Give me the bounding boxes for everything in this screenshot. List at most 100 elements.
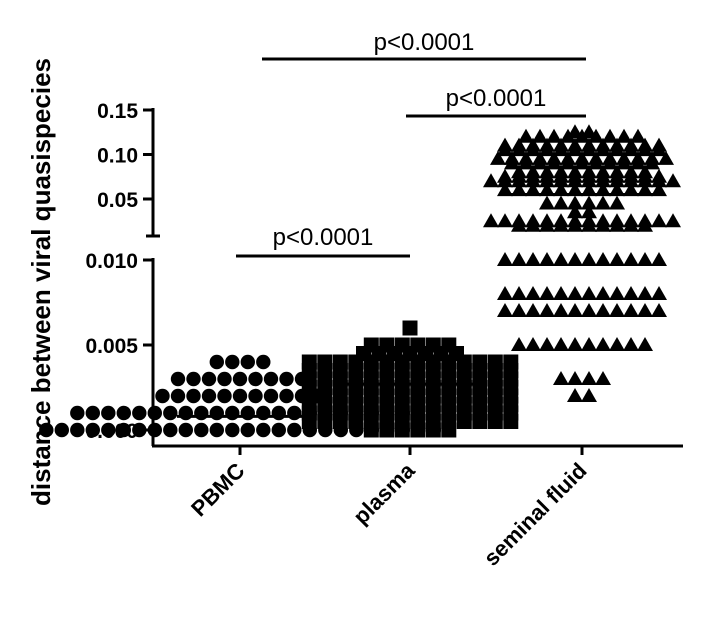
seminal-fluid-point bbox=[539, 286, 555, 300]
seminal-fluid-point bbox=[567, 252, 583, 266]
pbmc-point bbox=[147, 405, 162, 421]
seminal-fluid-point bbox=[609, 142, 625, 157]
pbmc-point bbox=[209, 354, 224, 370]
seminal-fluid-point bbox=[553, 142, 569, 157]
pbmc-point bbox=[201, 371, 217, 387]
seminal-fluid-point bbox=[553, 182, 569, 197]
pbmc-point bbox=[116, 405, 131, 421]
plasma-point bbox=[379, 422, 395, 438]
seminal-fluid-point bbox=[602, 128, 618, 143]
seminal-fluid-point bbox=[623, 337, 639, 351]
seminal-fluid-point bbox=[623, 142, 639, 157]
seminal-fluid-point bbox=[595, 195, 611, 210]
seminal-fluid-point bbox=[539, 195, 555, 210]
y-tick-label: 0.010 bbox=[85, 250, 138, 273]
seminal-fluid-point bbox=[588, 128, 604, 143]
plasma-point bbox=[394, 422, 410, 438]
seminal-fluid-point bbox=[525, 252, 541, 266]
seminal-fluid-point bbox=[553, 303, 569, 317]
seminal-fluid-point bbox=[490, 150, 506, 165]
plasma-point bbox=[317, 414, 333, 429]
seminal-fluid-point bbox=[525, 142, 541, 157]
pbmc-point bbox=[155, 388, 170, 404]
seminal-fluid-point bbox=[651, 213, 667, 228]
seminal-fluid-point bbox=[546, 128, 562, 143]
pbmc-point bbox=[232, 388, 248, 404]
seminal-fluid-point bbox=[658, 150, 674, 165]
seminal-fluid-point bbox=[497, 182, 513, 197]
seminal-fluid-point bbox=[532, 128, 548, 143]
plasma-point bbox=[503, 414, 519, 429]
seminal-fluid-point bbox=[609, 195, 625, 210]
pbmc-point bbox=[248, 388, 263, 404]
seminal-fluid-point bbox=[595, 217, 611, 232]
plasma-point bbox=[402, 320, 418, 336]
pbmc-point bbox=[70, 422, 85, 438]
pbmc-point bbox=[201, 388, 217, 404]
x-tick-label: plasma bbox=[348, 457, 420, 529]
pbmc-point bbox=[116, 422, 131, 438]
pbmc-point bbox=[186, 371, 201, 387]
pbmc-point bbox=[70, 405, 85, 421]
plasma-point bbox=[363, 422, 379, 438]
seminal-fluid-point bbox=[595, 286, 611, 300]
seminal-fluid-point bbox=[497, 142, 513, 157]
seminal-fluid-point bbox=[567, 286, 583, 300]
p-value-label: p<0.0001 bbox=[374, 29, 475, 56]
seminal-fluid-point bbox=[595, 182, 611, 197]
p-value-label: p<0.0001 bbox=[446, 85, 547, 112]
pbmc-point bbox=[240, 422, 255, 438]
x-tick-label: PBMC bbox=[186, 458, 250, 522]
seminal-fluid-point bbox=[644, 155, 660, 170]
pbmc-point bbox=[256, 422, 271, 438]
seminal-fluid-point bbox=[567, 173, 583, 188]
data-points bbox=[39, 124, 681, 438]
seminal-fluid-point bbox=[567, 217, 583, 232]
seminal-fluid-point bbox=[567, 204, 583, 219]
seminal-fluid-point bbox=[483, 213, 499, 228]
seminal-fluid-point bbox=[574, 128, 590, 143]
seminal-fluid-point bbox=[616, 155, 632, 170]
seminal-fluid-point bbox=[623, 286, 639, 300]
seminal-fluid-point bbox=[616, 128, 632, 143]
pbmc-point bbox=[163, 422, 178, 438]
pbmc-point bbox=[240, 354, 255, 370]
seminal-fluid-point bbox=[504, 155, 520, 170]
seminal-fluid-point bbox=[630, 155, 646, 170]
axis-labels: distance between viral quasispecies bbox=[26, 58, 56, 506]
pbmc-point bbox=[132, 422, 147, 438]
seminal-fluid-point bbox=[581, 252, 597, 266]
pbmc-point bbox=[147, 422, 162, 438]
seminal-fluid-point bbox=[511, 286, 527, 300]
seminal-fluid-point bbox=[581, 371, 597, 385]
axes: 0.0000.0050.0100.050.100.15PBMCplasmasem… bbox=[85, 100, 683, 571]
x-tick-label: seminal fluid bbox=[479, 458, 592, 571]
seminal-fluid-point bbox=[553, 217, 569, 232]
pbmc-point bbox=[85, 422, 101, 438]
pbmc-point bbox=[85, 405, 101, 421]
seminal-fluid-point bbox=[511, 173, 527, 188]
pbmc-point bbox=[256, 354, 271, 370]
pbmc-point bbox=[194, 405, 209, 421]
seminal-fluid-point bbox=[497, 213, 513, 228]
seminal-fluid-point bbox=[567, 195, 583, 210]
seminal-fluid-point bbox=[539, 217, 555, 232]
seminal-fluid-point bbox=[511, 337, 527, 351]
seminal-fluid-point bbox=[623, 252, 639, 266]
seminal-fluid-point bbox=[525, 303, 541, 317]
pbmc-point bbox=[132, 405, 147, 421]
pbmc-point bbox=[287, 422, 302, 438]
y-tick-label: 0.15 bbox=[97, 100, 138, 123]
seminal-fluid-point bbox=[567, 303, 583, 317]
seminal-fluid-point bbox=[609, 217, 625, 232]
seminal-fluid-point bbox=[511, 142, 527, 157]
seminal-fluid-point bbox=[637, 173, 653, 188]
seminal-fluid-point bbox=[581, 303, 597, 317]
pbmc-point bbox=[256, 405, 271, 421]
plasma-point bbox=[487, 414, 503, 429]
seminal-fluid-point bbox=[553, 195, 569, 210]
seminal-fluid-point bbox=[525, 173, 541, 188]
pbmc-point bbox=[225, 405, 240, 421]
seminal-fluid-point bbox=[567, 388, 583, 402]
y-tick-label: 0.05 bbox=[97, 189, 138, 212]
